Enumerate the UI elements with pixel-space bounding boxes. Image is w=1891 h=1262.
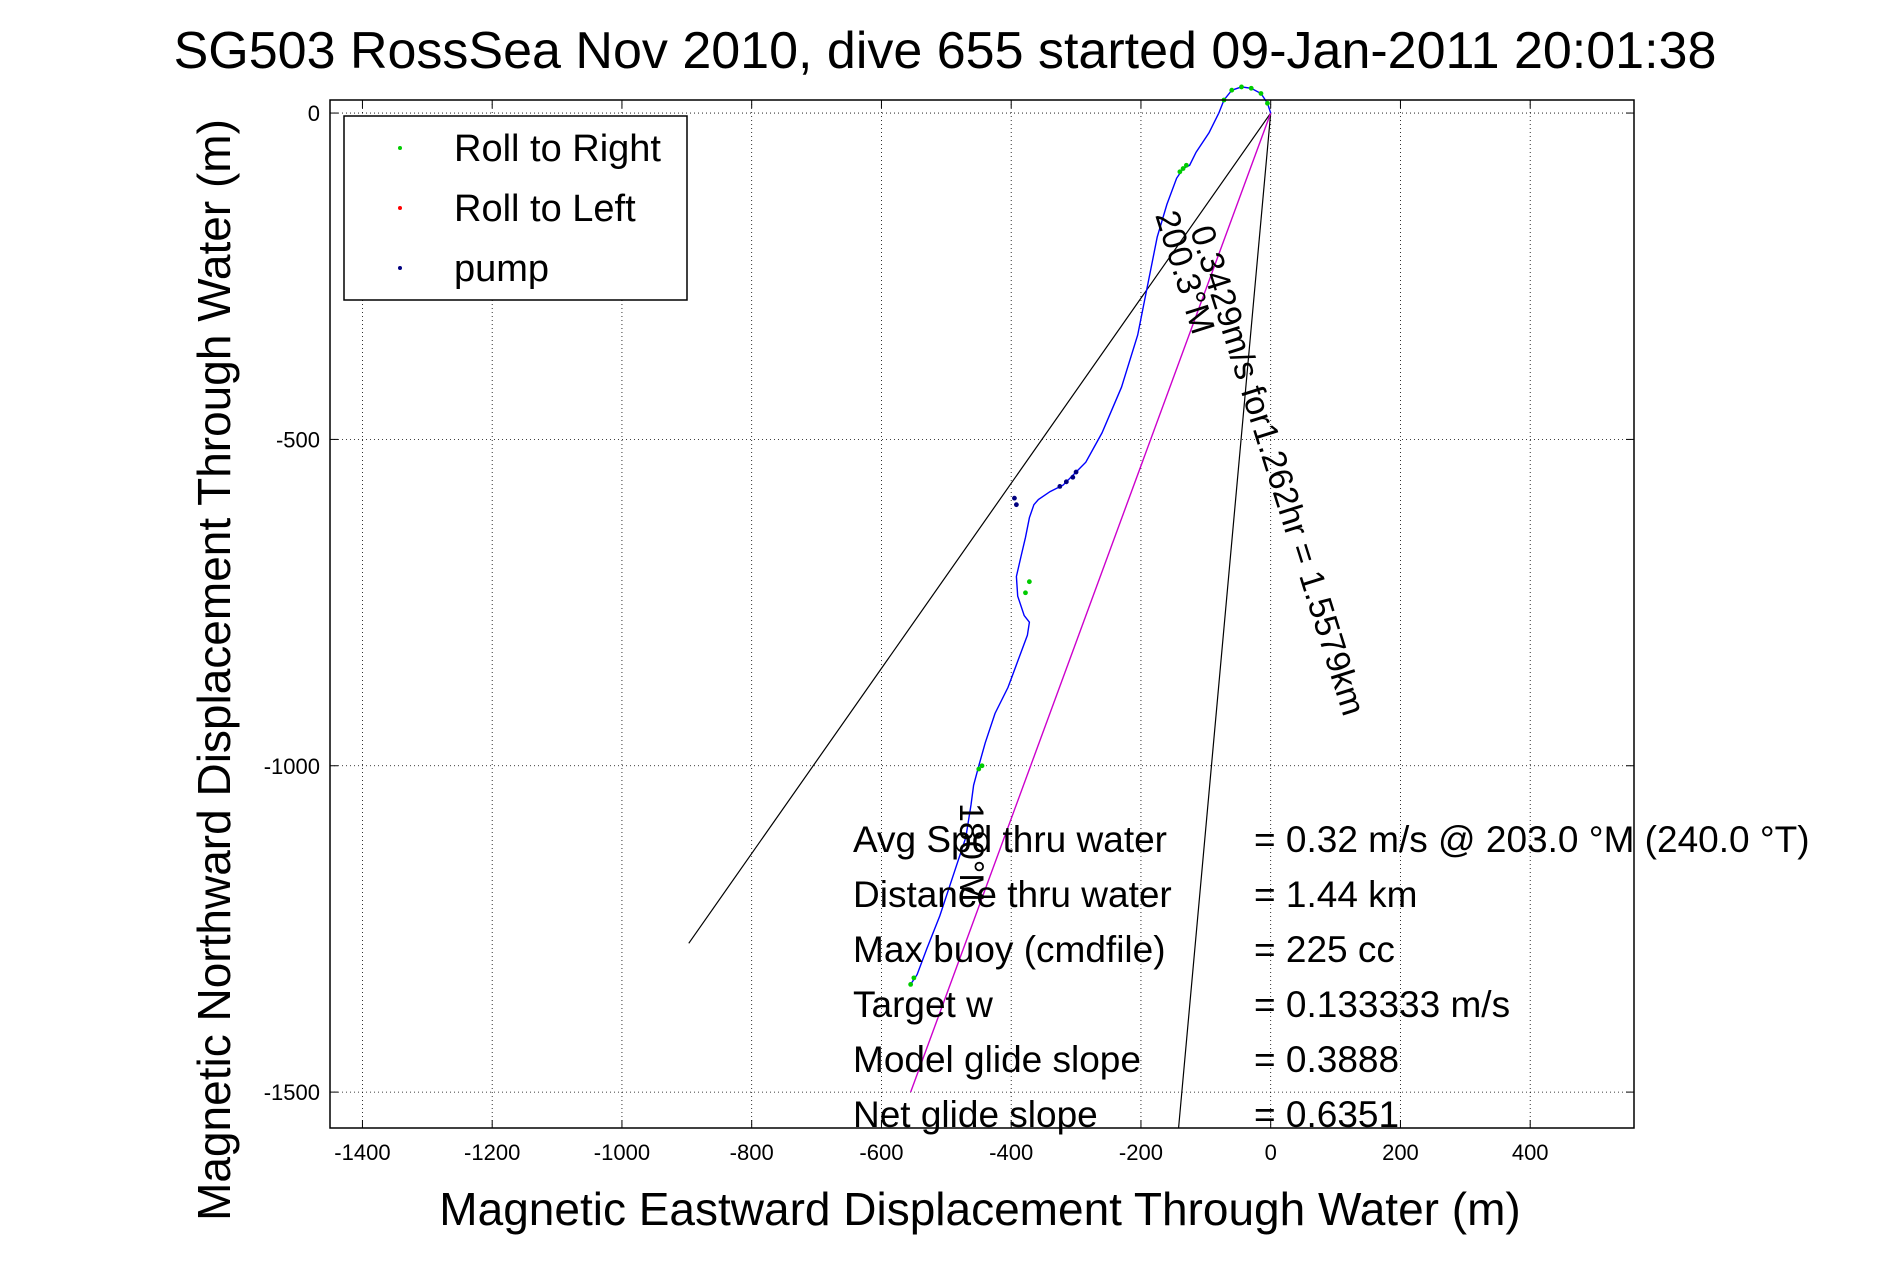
roll-right-point xyxy=(1180,166,1186,171)
roll-right-point xyxy=(1258,91,1264,96)
info-row-label: Max buoy (cmdfile) xyxy=(853,929,1166,970)
plot-markers xyxy=(908,84,1270,987)
heading-annotation-lower: 180°M xyxy=(952,803,990,902)
roll-right-point xyxy=(1248,85,1254,91)
roll-right-point xyxy=(908,982,914,987)
legend-marker xyxy=(398,146,402,150)
x-axis-ticks: -1400 -1200 -1000 -800 -600 -400 -200 0 200 400 xyxy=(334,100,1549,1165)
roll-right-point xyxy=(1239,84,1244,90)
roll-right-point xyxy=(979,763,985,769)
roll-right-point xyxy=(1023,590,1028,596)
x-tick-label: -400 xyxy=(989,1140,1033,1165)
x-tick-label: -800 xyxy=(730,1140,774,1165)
roll-right-point xyxy=(1026,579,1032,585)
info-row-value: = 0.3888 xyxy=(1254,1039,1399,1080)
average-heading-line xyxy=(909,112,1272,1093)
y-tick-label: 0 xyxy=(308,101,320,126)
pump-point xyxy=(1012,495,1017,501)
y-axis-ticks: 0 -500 -1000 -1500 xyxy=(264,101,1634,1105)
pump-point xyxy=(1070,474,1076,480)
plot-lines xyxy=(688,86,1272,1129)
info-row-label: Distance thru water xyxy=(853,874,1172,915)
legend-marker xyxy=(398,266,402,270)
roll-right-point xyxy=(1229,87,1235,93)
info-row-value: = 0.133333 m/s xyxy=(1254,984,1510,1025)
legend-marker xyxy=(398,206,402,210)
dive-summary-block: Avg Spd thru water = 0.32 m/s @ 203.0 °M … xyxy=(853,819,1810,1135)
y-tick-label: -1500 xyxy=(264,1080,320,1105)
roll-right-point xyxy=(911,975,917,981)
x-tick-label: 0 xyxy=(1265,1140,1277,1165)
legend: Roll to Right Roll to Left pump xyxy=(343,115,688,301)
axes-frame xyxy=(329,99,1635,1129)
heading-label-lower: 180°M xyxy=(952,803,990,902)
roll-right-point xyxy=(1177,169,1183,175)
info-row-value: = 0.32 m/s @ 203.0 °M (240.0 °T) xyxy=(1254,819,1810,860)
heading-cone-line xyxy=(1177,112,1272,1129)
info-row-value: = 225 cc xyxy=(1254,929,1395,970)
legend-label: Roll to Right xyxy=(454,128,661,170)
info-row-value: = 1.44 km xyxy=(1254,874,1418,915)
roll-right-point xyxy=(976,766,982,772)
x-tick-label: -200 xyxy=(1119,1140,1163,1165)
y-axis-label: Magnetic Northward Displacement Through … xyxy=(188,119,240,1221)
legend-label: pump xyxy=(454,248,549,290)
x-tick-label: -1200 xyxy=(464,1140,520,1165)
x-tick-label: -600 xyxy=(859,1140,903,1165)
heading-cone-line xyxy=(688,112,1272,944)
info-row-label: Net glide slope xyxy=(853,1094,1098,1135)
roll-right-point xyxy=(1183,162,1189,168)
roll-right-point xyxy=(1265,100,1270,106)
x-tick-label: 400 xyxy=(1512,1140,1549,1165)
legend-label: Roll to Left xyxy=(454,188,636,230)
pump-point xyxy=(1057,483,1063,489)
pump-point xyxy=(1013,502,1019,508)
info-row-label: Target w xyxy=(853,984,993,1025)
pump-point xyxy=(1063,479,1069,485)
y-tick-label: -1000 xyxy=(264,754,320,779)
x-tick-label: -1000 xyxy=(594,1140,650,1165)
glider-track-line xyxy=(910,86,1272,985)
info-row-label: Avg Spd thru water xyxy=(853,819,1167,860)
x-tick-label: -1400 xyxy=(334,1140,390,1165)
x-tick-label: 200 xyxy=(1382,1140,1419,1165)
chart-title: SG503 RossSea Nov 2010, dive 655 started… xyxy=(174,22,1717,80)
pump-point xyxy=(1073,469,1079,475)
info-row-label: Model glide slope xyxy=(853,1039,1141,1080)
x-axis-label: Magnetic Eastward Displacement Through W… xyxy=(439,1183,1520,1235)
info-row-value: = 0.6351 xyxy=(1254,1094,1399,1135)
y-tick-label: -500 xyxy=(276,427,320,452)
